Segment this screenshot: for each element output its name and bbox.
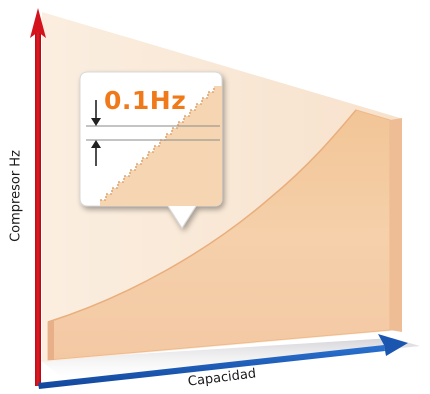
callout-value-label: 0.1Hz bbox=[104, 86, 187, 115]
step-edge bbox=[100, 86, 215, 201]
area-front-strip bbox=[48, 320, 54, 360]
capacity-curve-line bbox=[47, 109, 357, 323]
step-arrow-lower-icon bbox=[91, 140, 101, 166]
y-axis-arrowhead bbox=[30, 8, 46, 38]
area-side-strip bbox=[390, 118, 402, 332]
callout-steps bbox=[100, 86, 222, 206]
y-axis-label: Compresor Hz bbox=[8, 150, 24, 242]
x-axis-arrowhead bbox=[378, 334, 408, 356]
y-axis bbox=[30, 8, 46, 386]
x-axis bbox=[38, 334, 408, 389]
step-arrow-upper-icon bbox=[91, 100, 101, 126]
step-fill bbox=[100, 86, 222, 206]
